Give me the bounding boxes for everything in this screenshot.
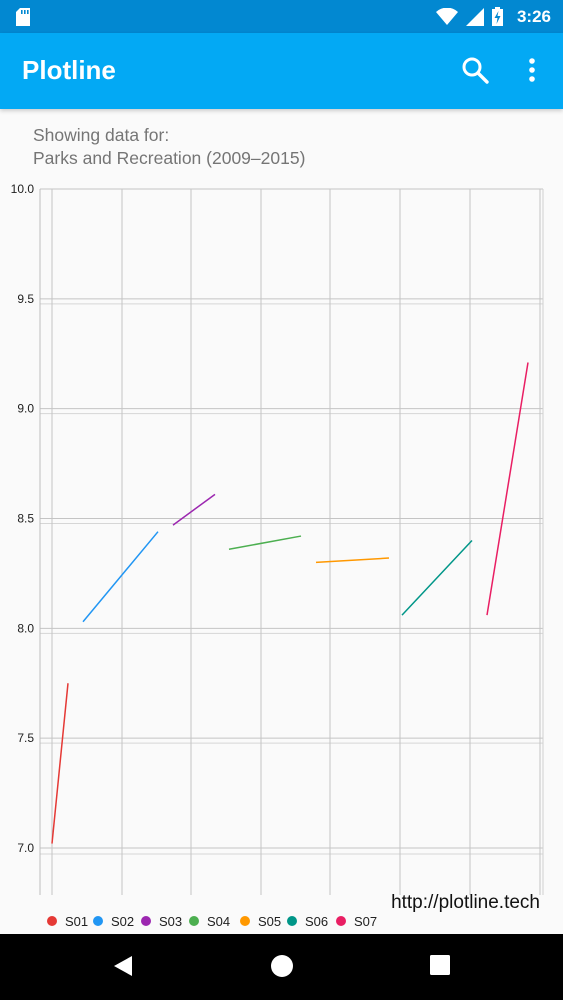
legend-label: S01: [65, 914, 88, 929]
app-bar: Plotline: [0, 33, 563, 109]
status-bar: 3:26: [0, 0, 563, 33]
battery-charging-icon: [491, 7, 503, 26]
legend-label: S04: [207, 914, 230, 929]
sd-card-icon: [16, 8, 30, 26]
watermark: http://plotline.tech: [391, 892, 540, 913]
rating-chart: 7.0 7.5 8.0 8.5 9.0 9.5 10.0 http://plotline.te…: [11, 182, 544, 929]
legend-item-s04: S04: [189, 914, 230, 929]
y-tick-label: 8.5: [17, 512, 34, 526]
wifi-icon: [435, 7, 458, 25]
legend-swatch: [336, 916, 346, 926]
app-title: Plotline: [22, 55, 116, 85]
legend-item-s02: S02: [93, 914, 134, 929]
search-icon[interactable]: [460, 55, 490, 85]
subtitle-label: Showing data for:: [33, 125, 170, 145]
legend-label: S07: [354, 914, 377, 929]
y-tick-label: 10.0: [11, 182, 35, 196]
show-title: Parks and Recreation (2009–2015): [33, 148, 306, 168]
series-line-s01: [51, 683, 69, 844]
y-tick-label: 7.5: [17, 731, 34, 745]
series-line-s05: [315, 557, 390, 564]
y-tick-label: 8.0: [17, 621, 34, 635]
overflow-menu-icon[interactable]: [520, 55, 544, 85]
legend-swatch: [47, 916, 57, 926]
legend-swatch: [93, 916, 103, 926]
legend-label: S03: [159, 914, 182, 929]
legend-item-s06: S06: [287, 914, 328, 929]
y-tick-label: 7.0: [17, 841, 34, 855]
home-icon[interactable]: [270, 954, 294, 978]
legend-label: S05: [258, 914, 281, 929]
navigation-bar: [0, 934, 563, 1000]
legend-swatch: [189, 916, 199, 926]
recents-icon[interactable]: [429, 954, 451, 976]
legend-swatch: [141, 916, 151, 926]
legend-label: S02: [111, 914, 134, 929]
status-time: 3:26: [516, 6, 551, 26]
back-icon[interactable]: [112, 954, 134, 978]
signal-icon: [465, 7, 484, 26]
legend-swatch: [287, 916, 297, 926]
legend-item-s03: S03: [141, 914, 182, 929]
series-line-s04: [228, 535, 302, 550]
series-line-s07: [486, 362, 529, 616]
legend-item-s05: S05: [240, 914, 281, 929]
series-line-s06: [401, 539, 473, 616]
chart-subtitle: Showing data for: Parks and Recreation (…: [33, 124, 305, 170]
series-line-s03: [172, 493, 216, 526]
legend-label: S06: [305, 914, 328, 929]
legend-item-s07: S07: [336, 914, 377, 929]
legend-swatch: [240, 916, 250, 926]
series-line-s02: [82, 531, 159, 623]
y-tick-label: 9.0: [17, 402, 34, 416]
legend-item-s01: S01: [47, 914, 88, 929]
y-tick-label: 9.5: [17, 292, 34, 306]
